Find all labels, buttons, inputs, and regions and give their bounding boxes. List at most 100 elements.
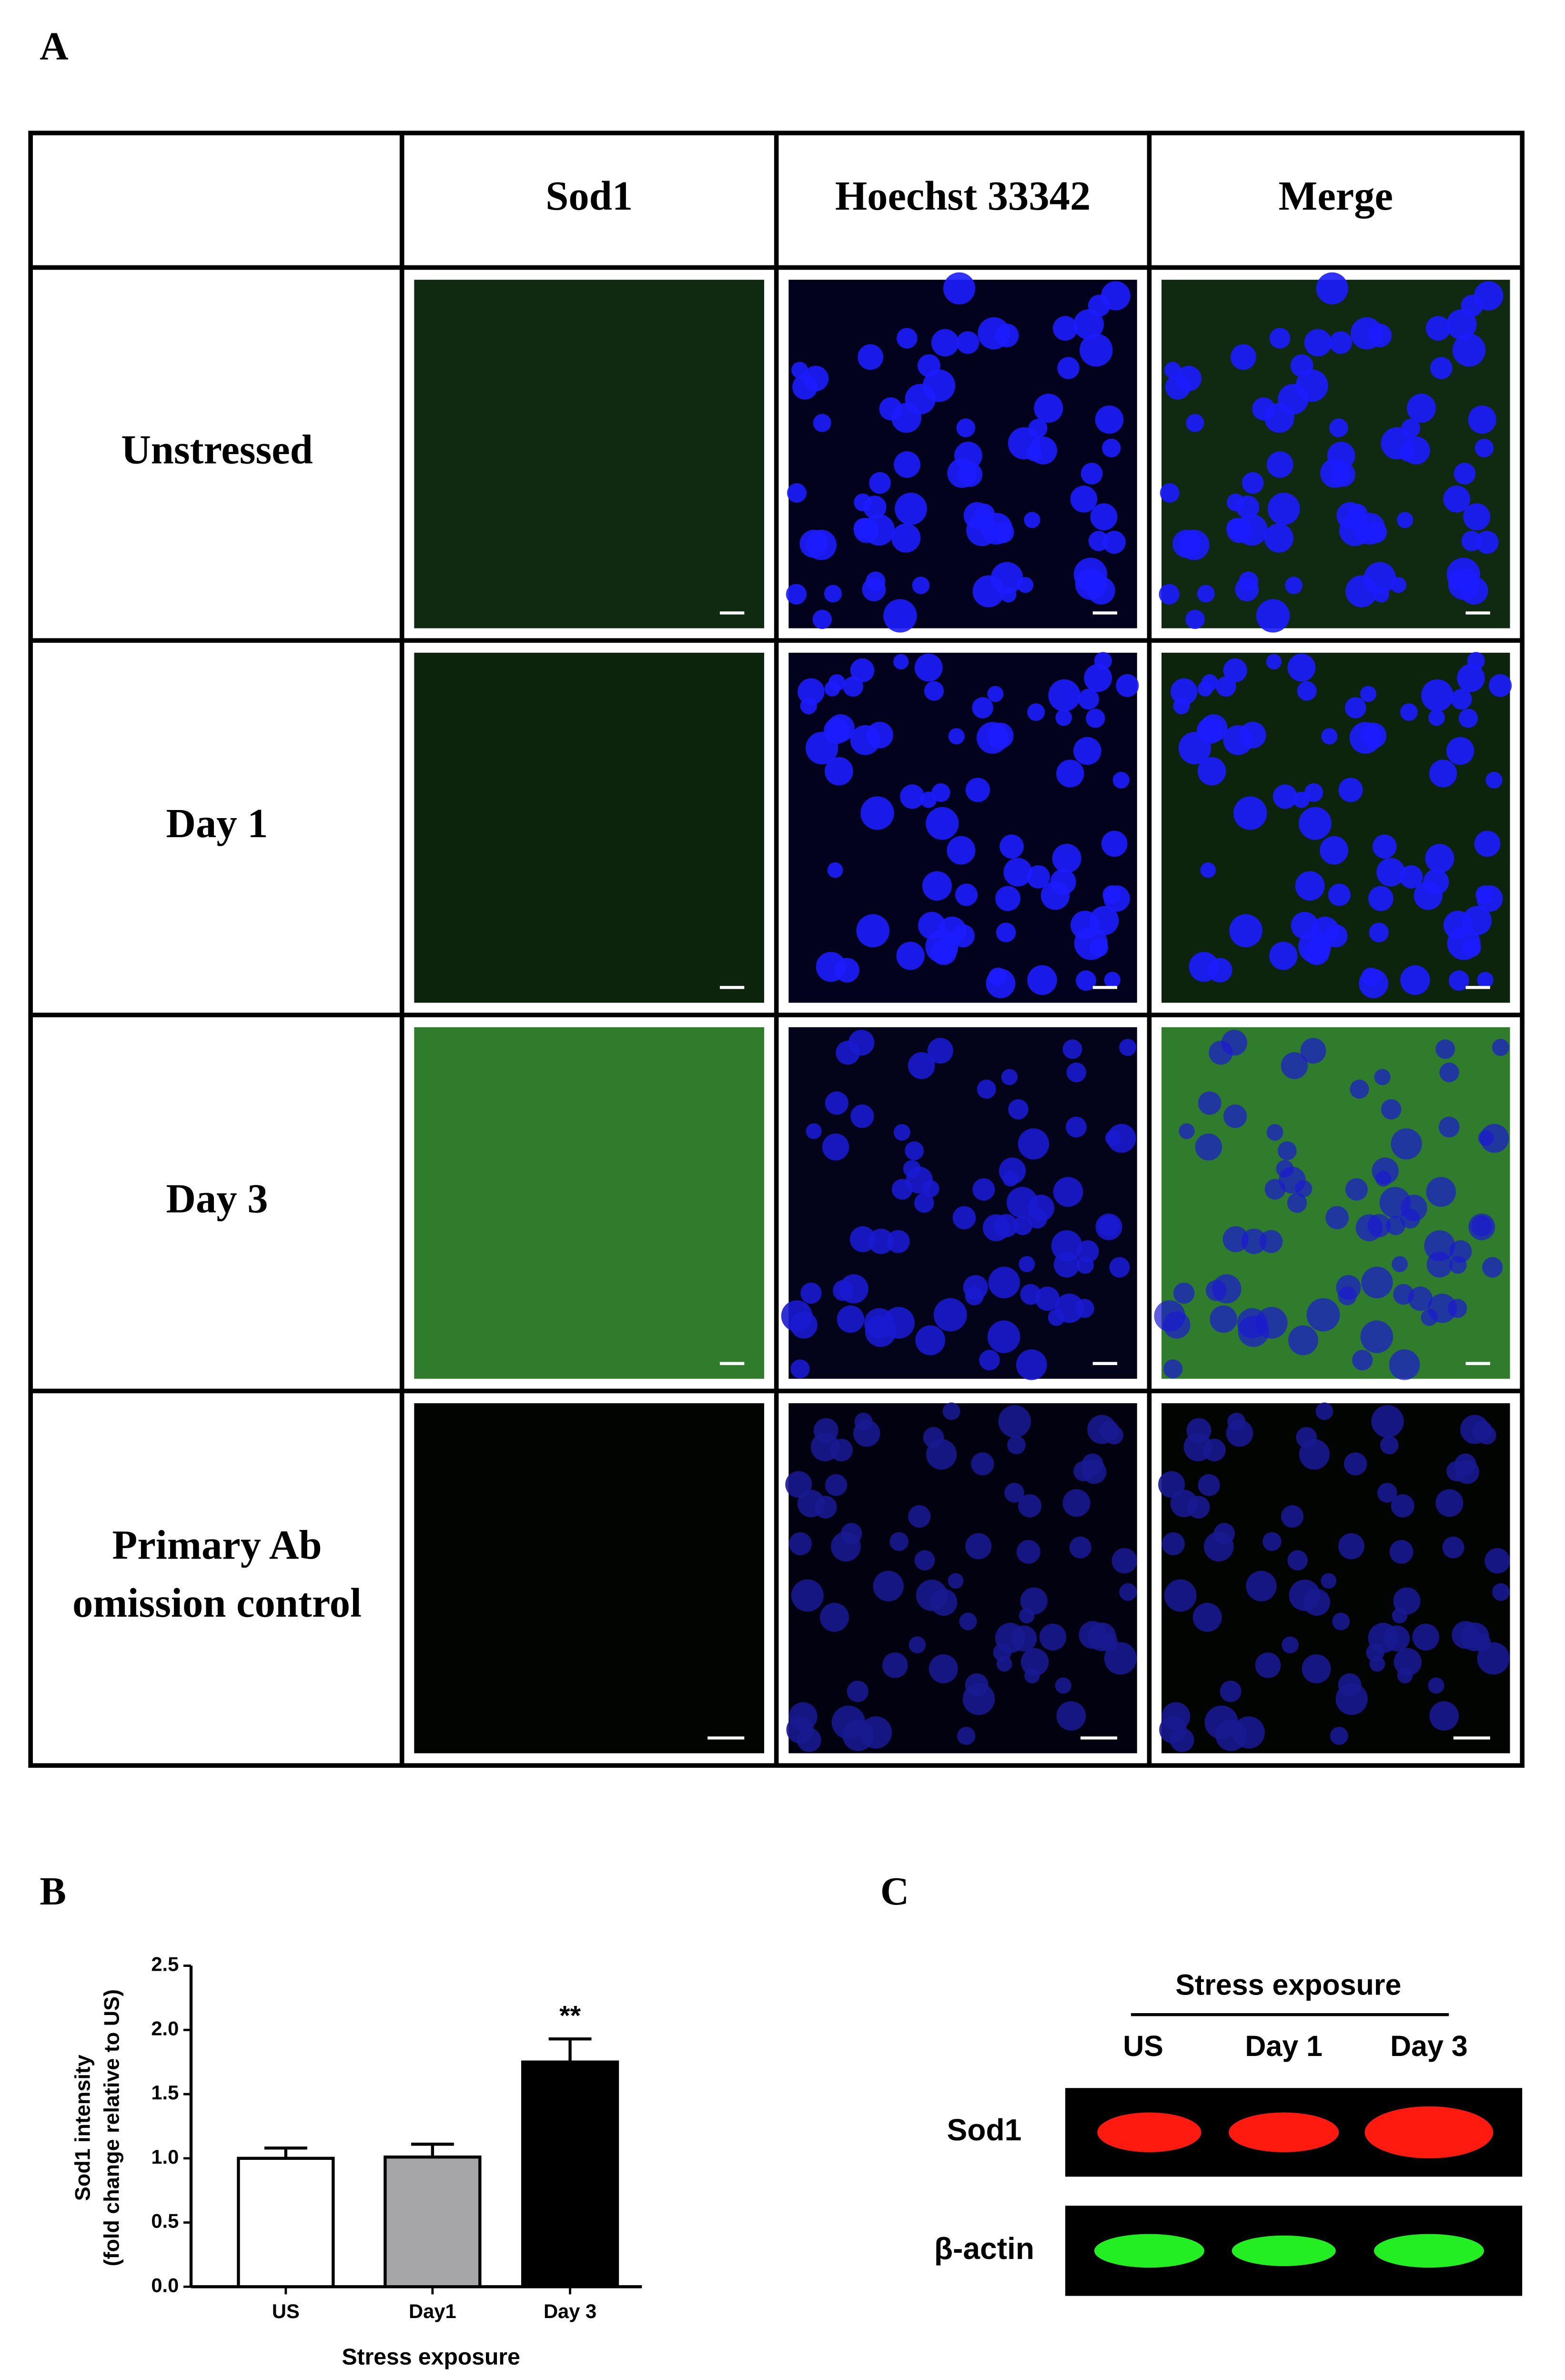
nucleus xyxy=(1255,1306,1288,1339)
nucleus xyxy=(1080,463,1103,485)
nucleus xyxy=(1082,1459,1107,1484)
nucleus xyxy=(1223,1104,1247,1128)
nucleus xyxy=(1338,1533,1364,1560)
nucleus xyxy=(894,451,920,478)
nucleus xyxy=(1102,530,1126,554)
nucleus xyxy=(1062,1039,1082,1059)
nucleus xyxy=(1281,1505,1304,1528)
nucleus xyxy=(1367,1214,1391,1237)
nucleus xyxy=(1095,405,1124,434)
nucleus xyxy=(1102,438,1121,457)
nucleus xyxy=(1449,1256,1467,1274)
nucleus xyxy=(1377,1483,1397,1503)
nucleus xyxy=(1391,1494,1414,1518)
nucleus xyxy=(1492,1583,1510,1601)
nucleus xyxy=(1200,862,1216,878)
nucleus xyxy=(850,1104,874,1128)
nucleus xyxy=(1220,1681,1242,1702)
nucleus xyxy=(915,1325,946,1356)
nucleus xyxy=(1210,1305,1237,1333)
nucleus xyxy=(785,1471,812,1498)
y-tick-label: 2.5 xyxy=(151,1953,179,1975)
nucleus xyxy=(1485,771,1503,789)
column-header: Sod1 xyxy=(545,173,633,219)
nucleus xyxy=(1392,1608,1408,1624)
nucleus xyxy=(965,1533,992,1560)
nucleus xyxy=(1256,599,1290,633)
column-header: Merge xyxy=(1279,173,1393,219)
nucleus xyxy=(1000,834,1024,859)
nucleus xyxy=(1055,1677,1071,1694)
nucleus xyxy=(931,329,959,357)
nucleus xyxy=(1472,1420,1493,1441)
nucleus xyxy=(1454,463,1476,485)
nucleus xyxy=(958,462,983,487)
nucleus xyxy=(1299,807,1332,840)
nucleus xyxy=(1376,858,1405,887)
nucleus xyxy=(1018,1128,1050,1160)
nucleus xyxy=(1468,405,1496,434)
row-label: Unstressed xyxy=(121,427,313,473)
nucleus xyxy=(842,1719,874,1751)
nucleus xyxy=(1231,344,1256,370)
nucleus xyxy=(988,1266,1020,1298)
nucleus xyxy=(1223,658,1247,682)
nucleus xyxy=(1062,1489,1090,1517)
nucleus xyxy=(873,1570,904,1601)
nucleus xyxy=(914,1550,935,1571)
nucleus xyxy=(924,681,944,701)
nucleus xyxy=(1203,1531,1234,1562)
nucleus xyxy=(1205,1280,1227,1301)
y-tick-label: 1.0 xyxy=(151,2146,179,2168)
nucleus xyxy=(1391,1128,1422,1160)
nucleus xyxy=(1474,438,1494,457)
nucleus xyxy=(1087,577,1115,605)
nucleus xyxy=(1295,871,1325,901)
nucleus xyxy=(1185,609,1205,629)
nucleus xyxy=(1198,1091,1222,1115)
nucleus xyxy=(1052,844,1081,873)
nucleus xyxy=(1421,1309,1438,1326)
nucleus xyxy=(1282,1636,1299,1653)
nucleus xyxy=(1360,1320,1393,1353)
nucleus xyxy=(1392,1256,1408,1272)
nucleus xyxy=(786,584,807,605)
nucleus xyxy=(1368,886,1393,911)
nucleus xyxy=(927,1038,953,1064)
nucleus xyxy=(1239,571,1259,591)
nucleus xyxy=(858,344,884,370)
nucleus xyxy=(1369,922,1389,942)
nucleus xyxy=(1330,1727,1348,1745)
nucleus xyxy=(1016,1539,1040,1564)
nucleus xyxy=(806,731,838,765)
nucleus xyxy=(965,1286,984,1306)
y-axis-label: Sod1 intensity xyxy=(70,2055,94,2201)
nucleus xyxy=(1380,1436,1399,1455)
nucleus xyxy=(1229,914,1262,948)
nucleus xyxy=(1073,737,1101,765)
nucleus xyxy=(1304,939,1330,965)
nucleus xyxy=(816,952,846,982)
nucleus xyxy=(810,1432,839,1461)
nucleus xyxy=(972,1178,995,1201)
nucleus xyxy=(1266,1124,1283,1141)
nucleus xyxy=(1321,728,1338,745)
nucleus xyxy=(1424,1230,1455,1261)
nucleus xyxy=(1455,1459,1479,1484)
nucleus xyxy=(1051,1230,1082,1261)
nucleus xyxy=(1095,1213,1122,1240)
nucleus xyxy=(1262,1532,1282,1551)
nucleus xyxy=(827,862,843,878)
nucleus xyxy=(1226,518,1247,539)
nucleus xyxy=(896,942,925,970)
row-label: omission control xyxy=(72,1580,362,1626)
nucleus xyxy=(1111,1548,1137,1574)
nucleus xyxy=(990,562,1023,594)
nucleus xyxy=(1165,374,1191,400)
nucleus xyxy=(1439,1063,1459,1083)
nucleus xyxy=(1407,394,1436,423)
nucleus xyxy=(854,1412,873,1431)
nucleus xyxy=(822,1133,849,1161)
x-axis-label: Stress exposure xyxy=(342,2344,520,2370)
